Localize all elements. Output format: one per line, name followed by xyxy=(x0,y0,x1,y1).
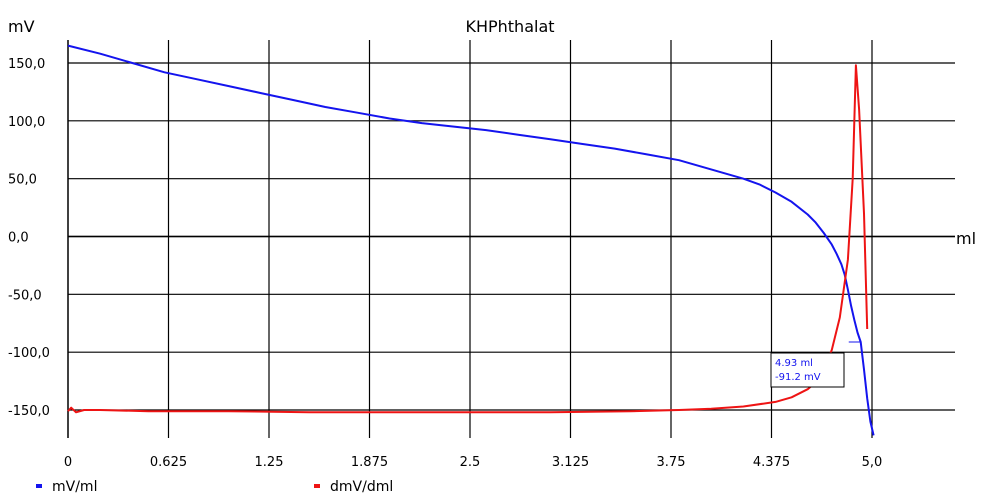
y-tick-label: -50,0 xyxy=(8,288,42,303)
chart-title: KHPhthalat xyxy=(465,17,554,36)
x-tick-label: 1.25 xyxy=(255,455,284,470)
annotation-line: -91.2 mV xyxy=(775,372,821,383)
y-tick-label: -150,0 xyxy=(8,404,50,419)
series-line-dmv xyxy=(67,64,869,414)
annotation-line: 4.93 ml xyxy=(775,358,813,369)
legend: mV/ml dmV/dml xyxy=(36,479,393,495)
x-tick-label: 4.375 xyxy=(753,455,790,470)
legend-label: dmV/dml xyxy=(330,479,393,495)
y-tick-label: 100,0 xyxy=(8,115,45,130)
x-axis-unit: ml xyxy=(956,229,976,248)
x-tick-label: 3.125 xyxy=(552,455,589,470)
y-tick-label: 0,0 xyxy=(8,231,29,246)
y-tick-label: 150,0 xyxy=(8,57,45,72)
legend-swatch xyxy=(36,484,42,488)
annotation-layer: 4.93 ml -91.2 mV xyxy=(770,341,861,388)
x-tick-label: 0 xyxy=(64,455,72,470)
series-layer xyxy=(67,44,875,436)
axes xyxy=(67,40,955,438)
x-tick-label: 3.75 xyxy=(657,455,686,470)
legend-label: mV/ml xyxy=(52,479,97,495)
y-tick-label: -100,0 xyxy=(8,346,50,361)
x-tick-label: 0.625 xyxy=(150,455,187,470)
y-axis-unit: mV xyxy=(8,17,35,36)
legend-swatch xyxy=(314,484,320,488)
y-axis-ticks: 150,0 100,0 50,0 0,0 -50,0 -100,0 -150,0 xyxy=(8,57,50,419)
series-line-mv xyxy=(67,44,875,436)
x-tick-label: 1.875 xyxy=(351,455,388,470)
y-tick-label: 50,0 xyxy=(8,173,37,188)
x-tick-label: 5,0 xyxy=(862,455,883,470)
x-tick-label: 2.5 xyxy=(460,455,481,470)
x-axis-ticks: 0 0.625 1.25 1.875 2.5 3.125 3.75 4.375 5,0 xyxy=(64,455,882,470)
annotation-box xyxy=(770,352,845,388)
